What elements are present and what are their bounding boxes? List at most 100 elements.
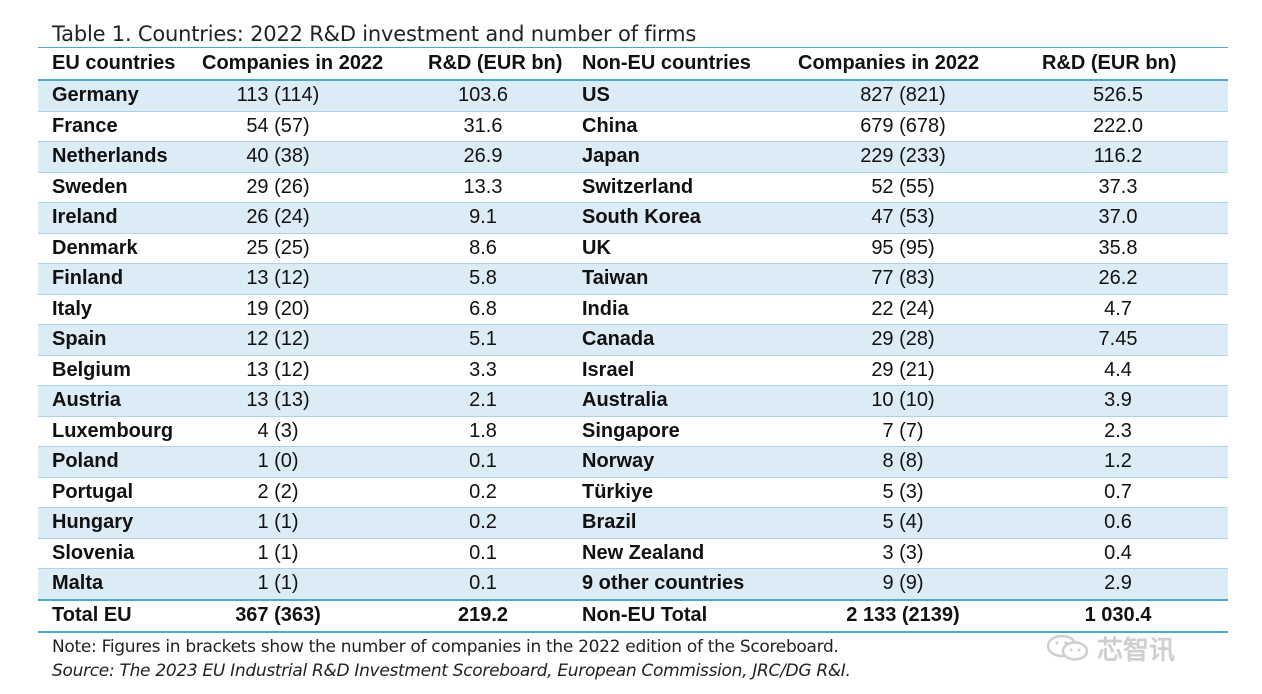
eu-companies-cell: 1 (0) [188,446,368,478]
wechat-icon [1045,633,1091,663]
header-eu-countries: EU countries [38,48,188,81]
table-row: Belgium 13 (12) 3.3 Israel 29 (21) 4.4 [38,355,1228,386]
eu-companies-cell: 40 (38) [188,141,368,173]
eu-companies-cell: 1 (1) [188,507,368,539]
noneu-country-cell: South Korea [568,202,768,234]
total-eu-label: Total EU [38,598,188,633]
noneu-rd-cell: 3.9 [1008,385,1228,417]
table-note: Note: Figures in brackets show the numbe… [52,637,839,657]
eu-companies-cell: 12 (12) [188,324,368,356]
total-eu-rd: 219.2 [368,598,568,633]
table-row: Malta 1 (1) 0.1 9 other countries 9 (9) … [38,568,1228,600]
noneu-country-cell: New Zealand [568,538,768,569]
noneu-country-cell: 9 other countries [568,568,768,600]
noneu-country-cell: US [568,80,768,112]
noneu-country-cell: Brazil [568,507,768,539]
header-noneu-countries: Non-EU countries [568,48,768,81]
table-row: Italy 19 (20) 6.8 India 22 (24) 4.7 [38,294,1228,325]
table-source: Source: The 2023 EU Industrial R&D Inves… [52,661,851,681]
noneu-country-cell: Australia [568,385,768,417]
eu-companies-cell: 13 (13) [188,385,368,417]
table-row: Germany 113 (114) 103.6 US 827 (821) 526… [38,80,1228,112]
table-row: Denmark 25 (25) 8.6 UK 95 (95) 35.8 [38,233,1228,264]
eu-country-cell: Italy [38,294,188,325]
table-row: Finland 13 (12) 5.8 Taiwan 77 (83) 26.2 [38,263,1228,295]
eu-country-cell: Portugal [38,477,188,508]
eu-country-cell: Spain [38,324,188,356]
eu-rd-cell: 0.2 [368,507,568,539]
noneu-country-cell: Norway [568,446,768,478]
noneu-companies-cell: 229 (233) [768,141,1008,173]
eu-country-cell: Finland [38,263,188,295]
table-title: Table 1. Countries: 2022 R&D investment … [52,22,697,46]
eu-rd-cell: 6.8 [368,294,568,325]
noneu-rd-cell: 1.2 [1008,446,1228,478]
eu-companies-cell: 26 (24) [188,202,368,234]
noneu-companies-cell: 9 (9) [768,568,1008,600]
total-eu-companies: 367 (363) [188,598,368,633]
noneu-country-cell: India [568,294,768,325]
table-row: Spain 12 (12) 5.1 Canada 29 (28) 7.45 [38,324,1228,356]
noneu-companies-cell: 95 (95) [768,233,1008,264]
noneu-companies-cell: 3 (3) [768,538,1008,569]
noneu-rd-cell: 0.6 [1008,507,1228,539]
noneu-rd-cell: 26.2 [1008,263,1228,295]
noneu-rd-cell: 37.0 [1008,202,1228,234]
table-row: Sweden 29 (26) 13.3 Switzerland 52 (55) … [38,172,1228,203]
noneu-country-cell: Türkiye [568,477,768,508]
eu-rd-cell: 0.1 [368,446,568,478]
noneu-companies-cell: 52 (55) [768,172,1008,203]
eu-country-cell: Poland [38,446,188,478]
noneu-rd-cell: 2.3 [1008,416,1228,447]
table-row: Poland 1 (0) 0.1 Norway 8 (8) 1.2 [38,446,1228,478]
noneu-rd-cell: 526.5 [1008,80,1228,112]
noneu-companies-cell: 679 (678) [768,111,1008,142]
eu-rd-cell: 26.9 [368,141,568,173]
eu-country-cell: France [38,111,188,142]
noneu-country-cell: Japan [568,141,768,173]
noneu-companies-cell: 29 (21) [768,355,1008,386]
eu-companies-cell: 25 (25) [188,233,368,264]
eu-country-cell: Belgium [38,355,188,386]
noneu-companies-cell: 10 (10) [768,385,1008,417]
eu-companies-cell: 13 (12) [188,355,368,386]
total-noneu-rd: 1 030.4 [1008,598,1228,633]
noneu-companies-cell: 8 (8) [768,446,1008,478]
watermark-text: 芯智讯 [1097,634,1176,665]
eu-companies-cell: 1 (1) [188,568,368,600]
header-eu-rd: R&D (EUR bn) [368,48,568,81]
eu-rd-cell: 0.1 [368,538,568,569]
table-row: Luxembourg 4 (3) 1.8 Singapore 7 (7) 2.3 [38,416,1228,447]
eu-rd-cell: 3.3 [368,355,568,386]
noneu-country-cell: Canada [568,324,768,356]
eu-companies-cell: 29 (26) [188,172,368,203]
table-row: France 54 (57) 31.6 China 679 (678) 222.… [38,111,1228,142]
eu-rd-cell: 0.1 [368,568,568,600]
eu-rd-cell: 0.2 [368,477,568,508]
noneu-country-cell: Taiwan [568,263,768,295]
noneu-companies-cell: 22 (24) [768,294,1008,325]
eu-country-cell: Hungary [38,507,188,539]
noneu-rd-cell: 2.9 [1008,568,1228,600]
table-row: Slovenia 1 (1) 0.1 New Zealand 3 (3) 0.4 [38,538,1228,569]
noneu-companies-cell: 47 (53) [768,202,1008,234]
noneu-country-cell: Israel [568,355,768,386]
eu-country-cell: Sweden [38,172,188,203]
eu-country-cell: Germany [38,80,188,112]
noneu-country-cell: Singapore [568,416,768,447]
eu-companies-cell: 113 (114) [188,80,368,112]
eu-rd-cell: 5.1 [368,324,568,356]
noneu-rd-cell: 35.8 [1008,233,1228,264]
noneu-country-cell: UK [568,233,768,264]
noneu-rd-cell: 4.7 [1008,294,1228,325]
table-row: Austria 13 (13) 2.1 Australia 10 (10) 3.… [38,385,1228,417]
header-noneu-rd: R&D (EUR bn) [1008,48,1228,81]
eu-country-cell: Luxembourg [38,416,188,447]
rd-investment-table: EU countries Companies in 2022 R&D (EUR … [38,48,1228,633]
noneu-companies-cell: 5 (3) [768,477,1008,508]
noneu-country-cell: China [568,111,768,142]
noneu-companies-cell: 29 (28) [768,324,1008,356]
table-header-row: EU countries Companies in 2022 R&D (EUR … [38,48,1228,81]
table-body: Germany 113 (114) 103.6 US 827 (821) 526… [38,80,1228,633]
header-noneu-companies: Companies in 2022 [768,48,1008,81]
